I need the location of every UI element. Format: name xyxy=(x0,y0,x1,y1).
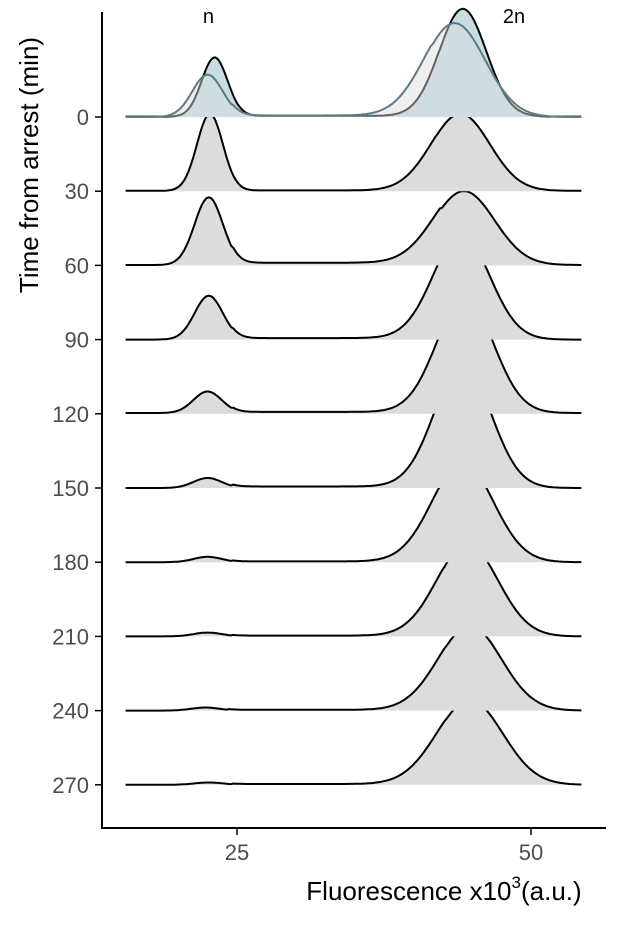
ridge-line-60 xyxy=(125,190,582,266)
x-tick-label-50: 50 xyxy=(519,840,543,865)
y-tick-label-270: 270 xyxy=(52,773,89,798)
x-axis-title-superscript: 3 xyxy=(512,873,521,892)
y-tick-label-0: 0 xyxy=(77,105,89,130)
annotations-group: n 2n xyxy=(203,6,525,28)
ridge-fill-270 xyxy=(125,700,582,785)
ridge-line-210 xyxy=(125,542,582,638)
ridge-line-270 xyxy=(125,699,582,786)
overlay-fill-0 xyxy=(125,23,582,118)
ridge-line-150 xyxy=(125,363,582,489)
y-ticks-group: 0 30 60 90 120 150 180 210 240 270 xyxy=(52,105,102,798)
ridge-fill-240 xyxy=(125,625,582,711)
annotation-2n: 2n xyxy=(503,6,525,28)
ridge-line-90 xyxy=(125,233,582,341)
y-tick-label-90: 90 xyxy=(65,328,89,353)
y-tick-label-60: 60 xyxy=(65,253,89,278)
overlay-line-0 xyxy=(125,22,582,118)
ridge-fill-210 xyxy=(125,544,582,637)
ridge-line-240 xyxy=(125,624,582,712)
y-tick-label-30: 30 xyxy=(65,179,89,204)
ridge-fill-60 xyxy=(125,191,582,266)
x-axis-title: Fluorescence x103(a.u.) xyxy=(306,873,581,906)
ridge-fill-150 xyxy=(125,364,582,488)
x-axis-title-main: Fluorescence x10 xyxy=(306,876,511,906)
x-axis-title-unit: (a.u.) xyxy=(521,876,582,906)
ridge-line-30 xyxy=(125,112,582,192)
ridge-fill-0 xyxy=(125,8,582,117)
x-tick-label-25: 25 xyxy=(225,840,249,865)
y-tick-label-210: 210 xyxy=(52,624,89,649)
ridge-fill-30 xyxy=(125,113,582,192)
x-ticks-group: 25 50 xyxy=(225,828,543,865)
ridge-line-180 xyxy=(125,461,582,564)
y-tick-label-240: 240 xyxy=(52,699,89,724)
y-axis-title: Time from arrest (min) xyxy=(14,37,44,293)
ridge-line-120 xyxy=(125,296,582,414)
ridges-group xyxy=(125,7,582,786)
y-tick-label-150: 150 xyxy=(52,476,89,501)
time0-overlay-group xyxy=(125,22,582,118)
y-tick-label-120: 120 xyxy=(52,402,89,427)
annotation-n: n xyxy=(203,6,214,28)
y-tick-label-180: 180 xyxy=(52,550,89,575)
